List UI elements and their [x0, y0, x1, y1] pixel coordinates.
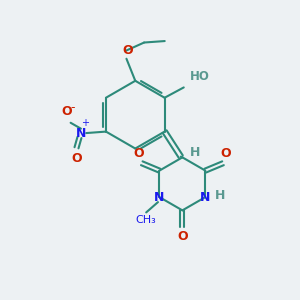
Text: CH₃: CH₃: [136, 215, 157, 225]
Text: O: O: [71, 152, 82, 165]
Text: H: H: [215, 189, 225, 202]
Text: O: O: [61, 105, 71, 118]
Text: H: H: [190, 146, 200, 159]
Text: -: -: [71, 101, 75, 115]
Text: HO: HO: [190, 70, 209, 83]
Text: N: N: [200, 190, 211, 204]
Text: O: O: [134, 147, 144, 160]
Text: O: O: [177, 230, 188, 243]
Text: O: O: [123, 44, 133, 57]
Text: N: N: [76, 127, 86, 140]
Text: O: O: [220, 147, 231, 160]
Text: N: N: [154, 190, 165, 204]
Text: +: +: [81, 118, 89, 128]
